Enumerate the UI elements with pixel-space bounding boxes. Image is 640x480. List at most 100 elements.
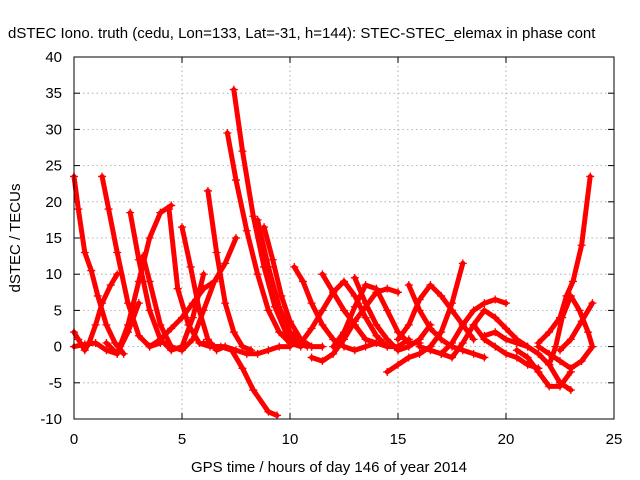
data-point-marker xyxy=(566,291,575,300)
data-point-marker xyxy=(145,277,154,286)
y-tick-label: -5 xyxy=(49,375,62,392)
series-line-arc6 xyxy=(127,210,207,353)
data-point-marker xyxy=(437,349,446,358)
data-point-marker xyxy=(577,317,586,326)
data-point-marker xyxy=(491,313,500,322)
y-axis-label: dSTEC / TECUs xyxy=(7,184,24,293)
data-point-marker xyxy=(85,338,94,347)
data-point-marker xyxy=(93,291,102,300)
data-point-marker xyxy=(426,281,435,290)
series-line-arc24 xyxy=(395,282,477,342)
data-point-marker xyxy=(134,331,143,340)
data-point-marker xyxy=(394,346,402,355)
data-point-marker xyxy=(372,284,381,293)
data-point-marker xyxy=(361,313,370,322)
data-point-marker xyxy=(184,320,193,329)
data-point-marker xyxy=(87,266,96,275)
series-line-arc31 xyxy=(535,344,595,371)
data-point-marker xyxy=(361,299,370,308)
data-point-marker xyxy=(415,342,424,351)
data-point-marker xyxy=(383,342,392,351)
series-line-arc30 xyxy=(514,347,574,389)
data-point-marker xyxy=(551,342,560,351)
data-point-marker xyxy=(469,306,478,315)
data-point-marker xyxy=(264,346,273,355)
data-point-marker xyxy=(186,262,195,271)
data-point-marker xyxy=(139,252,148,261)
data-point-marker xyxy=(290,262,299,271)
data-point-marker xyxy=(491,295,500,304)
data-point-marker xyxy=(195,306,204,315)
data-point-marker xyxy=(584,328,593,337)
data-point-marker xyxy=(556,357,564,366)
data-point-marker xyxy=(404,320,413,329)
data-point-marker xyxy=(329,342,338,351)
data-point-marker xyxy=(167,324,176,333)
data-point-marker xyxy=(156,320,165,329)
data-point-marker xyxy=(329,349,338,358)
data-point-marker xyxy=(113,349,122,358)
data-point-marker xyxy=(91,320,100,329)
data-point-marker xyxy=(203,186,212,195)
data-point-marker xyxy=(264,306,273,315)
data-point-marker xyxy=(102,346,111,355)
x-tick-label: 20 xyxy=(498,431,515,448)
data-point-marker xyxy=(394,288,402,297)
data-point-marker xyxy=(512,353,521,362)
series-line-arc14 xyxy=(231,87,310,350)
data-point-marker xyxy=(98,172,107,181)
data-point-marker xyxy=(556,346,564,355)
data-point-marker xyxy=(566,364,575,373)
data-point-marker xyxy=(268,255,277,264)
data-point-marker xyxy=(249,212,258,221)
data-point-marker xyxy=(98,299,107,308)
data-point-marker xyxy=(80,346,89,355)
data-point-marker xyxy=(238,342,247,351)
data-point-marker xyxy=(502,324,510,333)
data-point-marker xyxy=(238,147,247,156)
data-point-marker xyxy=(437,328,446,337)
data-point-marker xyxy=(491,342,500,351)
data-point-marker xyxy=(566,335,575,344)
data-point-marker xyxy=(523,342,532,351)
plot-frame xyxy=(73,56,615,420)
data-point-marker xyxy=(566,386,575,395)
data-point-marker xyxy=(404,342,413,351)
data-point-marker xyxy=(223,129,232,138)
data-point-marker xyxy=(448,338,456,347)
data-point-marker xyxy=(480,306,489,315)
data-point-marker xyxy=(340,277,348,286)
data-point-marker xyxy=(264,262,273,271)
data-point-marker xyxy=(458,259,467,268)
data-point-marker xyxy=(126,208,135,217)
data-point-marker xyxy=(383,367,392,376)
data-point-marker xyxy=(361,335,370,344)
data-point-marker xyxy=(458,338,467,347)
data-series xyxy=(70,85,597,420)
data-point-marker xyxy=(480,299,489,308)
data-point-marker xyxy=(558,313,567,322)
y-tick-label: 20 xyxy=(45,194,62,211)
data-point-marker xyxy=(448,353,456,362)
data-point-marker xyxy=(307,353,316,362)
series-line-arc1 xyxy=(71,174,127,357)
data-point-marker xyxy=(512,338,521,347)
data-point-marker xyxy=(221,259,230,268)
data-point-marker xyxy=(415,335,424,344)
data-point-marker xyxy=(502,349,510,358)
data-point-marker xyxy=(502,299,510,308)
series-line-arc22 xyxy=(352,275,433,353)
data-point-marker xyxy=(340,306,348,315)
x-tick-label: 0 xyxy=(70,431,78,448)
data-point-marker xyxy=(523,353,532,362)
data-point-marker xyxy=(134,299,143,308)
data-point-marker xyxy=(458,320,467,329)
data-point-marker xyxy=(361,342,370,351)
data-point-marker xyxy=(275,342,284,351)
data-point-marker xyxy=(361,281,370,290)
data-point-marker xyxy=(124,320,132,329)
chart-title: dSTEC Iono. truth (cedu, Lon=133, Lat=-3… xyxy=(8,25,596,42)
data-point-marker xyxy=(298,277,307,286)
data-point-marker xyxy=(111,338,120,347)
data-point-marker xyxy=(404,281,413,290)
